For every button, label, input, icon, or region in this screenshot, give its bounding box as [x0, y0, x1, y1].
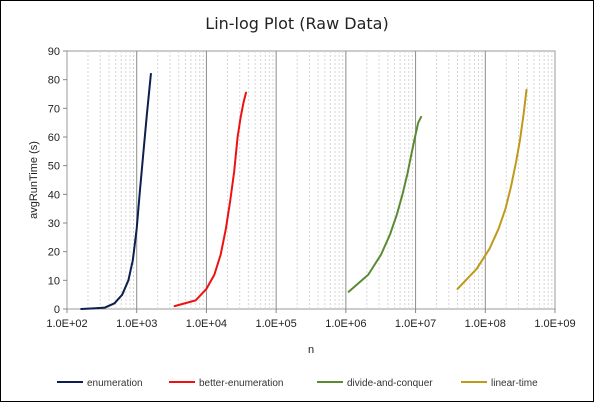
series-line-enumeration [80, 72, 152, 310]
legend-label-enumeration: enumeration [87, 378, 143, 389]
legend: enumeration better-enumeration divide-and-… [57, 378, 538, 389]
y-tick-label: 70 [48, 103, 60, 115]
series-line-better-enumeration [173, 91, 247, 308]
legend-label-linear-time: linear-time [491, 378, 538, 389]
x-tick-label: 1.0E+04 [186, 318, 227, 330]
x-tick-label: 1.0E+09 [534, 318, 575, 330]
legend-label-better-enumeration: better-enumeration [199, 378, 284, 389]
y-tick-label: 10 [48, 275, 60, 287]
x-tick-labels: 1.0E+02 1.0E+03 1.0E+04 1.0E+05 1.0E+06 1.0E+… [46, 318, 575, 330]
y-tick-label: 40 [48, 189, 60, 201]
x-tick-label: 1.0E+07 [395, 318, 436, 330]
x-tick-label: 1.0E+06 [325, 318, 366, 330]
y-tick-label: 90 [48, 46, 60, 58]
y-tick-label: 30 [48, 218, 60, 230]
chart-title: Lin-log Plot (Raw Data) [205, 14, 388, 33]
series-group [80, 72, 528, 310]
y-tick-label: 0 [54, 304, 60, 316]
x-axis-label: n [308, 344, 314, 356]
x-tick-label: 1.0E+05 [255, 318, 296, 330]
y-tick-label: 20 [48, 247, 60, 259]
y-tick-label: 80 [48, 75, 60, 87]
x-tick-label: 1.0E+08 [465, 318, 506, 330]
grid [63, 50, 556, 313]
y-tick-label: 50 [48, 161, 60, 173]
y-tick-labels: 0 10 20 30 40 50 60 70 80 90 [48, 46, 60, 316]
legend-label-divide-and-conquer: divide-and-conquer [347, 378, 433, 389]
x-tick-label: 1.0E+02 [46, 318, 87, 330]
x-tick-label: 1.0E+03 [116, 318, 157, 330]
series-line-linear-time [456, 88, 528, 290]
series-line-divide-and-conquer [347, 115, 423, 293]
y-tick-label: 60 [48, 132, 60, 144]
y-axis-label: avgRunTime (s) [28, 141, 40, 219]
